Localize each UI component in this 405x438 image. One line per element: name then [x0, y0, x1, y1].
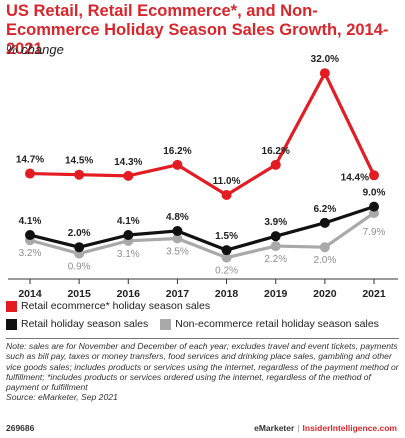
data-label-non-ecommerce: 2.2%: [264, 254, 287, 265]
data-point-ecommerce: [369, 170, 379, 181]
data-label-retail: 2.0%: [68, 228, 91, 239]
legend-swatch-ecommerce: [6, 300, 17, 312]
data-point-ecommerce: [25, 168, 35, 179]
data-label-non-ecommerce: 0.2%: [215, 266, 238, 277]
data-label-ecommerce: 14.4%: [341, 172, 369, 183]
data-label-ecommerce: 16.2%: [163, 146, 191, 157]
data-point-ecommerce: [172, 159, 183, 170]
legend-swatch-retail: [6, 318, 17, 330]
data-point-retail: [172, 225, 183, 236]
data-label-retail: 4.1%: [117, 216, 140, 227]
chart-id: 269686: [6, 423, 35, 433]
legend-label-non-ecommerce: Non-ecommerce retail holiday season sale…: [175, 318, 379, 330]
chart-title: US Retail, Retail Ecommerce*, and Non-Ec…: [6, 2, 389, 58]
data-label-non-ecommerce: 3.2%: [19, 248, 42, 259]
note-text: Note: sales are for November and Decembe…: [6, 341, 399, 393]
x-tick-label: 2017: [166, 288, 190, 300]
data-label-non-ecommerce: 7.9%: [363, 227, 386, 238]
legend-row-1: Retail ecommerce* holiday season sales: [6, 300, 210, 312]
data-label-non-ecommerce: 2.0%: [313, 255, 336, 266]
data-point-retail: [25, 230, 35, 241]
legend-row-2: Retail holiday season sales Non-ecommerc…: [6, 318, 379, 330]
data-point-retail: [319, 217, 330, 228]
data-point-ecommerce: [123, 170, 134, 181]
data-point-non-ecommerce: [319, 242, 330, 253]
data-label-ecommerce: 14.3%: [114, 157, 142, 168]
data-label-non-ecommerce: 3.5%: [166, 247, 189, 258]
source-text: Source: eMarketer, Sep 2021: [6, 392, 118, 403]
x-tick-label: 2016: [117, 288, 141, 300]
data-point-retail: [74, 242, 85, 253]
data-label-retail: 9.0%: [363, 188, 386, 199]
data-label-retail: 1.5%: [215, 231, 238, 242]
line-chart: 2014 2015 2016 2017 2018 2019 2020 2021 14.7% 14.…: [8, 54, 398, 300]
data-label-non-ecommerce: 0.9%: [68, 262, 91, 273]
data-point-ecommerce: [319, 68, 330, 79]
site-link[interactable]: InsiderIntelligence.com: [302, 423, 397, 433]
data-point-retail: [270, 231, 281, 242]
x-tick-label: 2014: [18, 288, 42, 300]
data-label-ecommerce: 14.5%: [65, 156, 93, 167]
data-point-non-ecommerce: [221, 252, 232, 263]
data-label-ecommerce: 16.2%: [262, 146, 290, 157]
data-label-retail: 6.2%: [313, 204, 336, 215]
data-label-ecommerce: 14.7%: [16, 155, 44, 166]
data-point-non-ecommerce: [172, 233, 183, 244]
data-label-ecommerce: 11.0%: [213, 176, 241, 187]
chart-subtitle: % change: [6, 42, 64, 57]
footer-brand: eMarketer | InsiderIntelligence.com: [254, 423, 397, 433]
data-label-non-ecommerce: 3.1%: [117, 249, 140, 260]
x-tick-label: 2020: [313, 288, 337, 300]
x-tick-label: 2018: [215, 288, 239, 300]
series-line-ecommerce: [29, 71, 376, 197]
legend-swatch-non-ecommerce: [160, 318, 172, 330]
divider: [6, 338, 399, 339]
data-point-ecommerce: [270, 159, 281, 170]
data-point-retail: [369, 201, 379, 212]
data-point-retail: [221, 245, 232, 256]
brand-separator: |: [297, 423, 300, 433]
x-tick-label: 2019: [264, 288, 288, 300]
legend-label-retail: Retail holiday season sales: [21, 318, 149, 330]
legend-label-ecommerce: Retail ecommerce* holiday season sales: [21, 300, 211, 312]
chart-note: Note: sales are for November and Decembe…: [6, 341, 402, 403]
x-tick-label: 2021: [362, 288, 386, 300]
series-line-retail: [29, 205, 375, 252]
data-point-ecommerce: [221, 190, 232, 200]
data-point-retail: [123, 230, 134, 241]
data-point-ecommerce: [74, 169, 85, 180]
series-line-non-ecommerce: [29, 211, 375, 260]
data-label-retail: 4.8%: [166, 212, 189, 223]
data-label-retail: 4.1%: [19, 216, 42, 227]
data-point-non-ecommerce: [270, 241, 281, 252]
data-label-retail: 3.9%: [264, 217, 287, 228]
brand-name: eMarketer: [254, 423, 295, 433]
data-label-ecommerce: 32.0%: [311, 54, 339, 65]
x-tick-label: 2015: [67, 288, 91, 300]
